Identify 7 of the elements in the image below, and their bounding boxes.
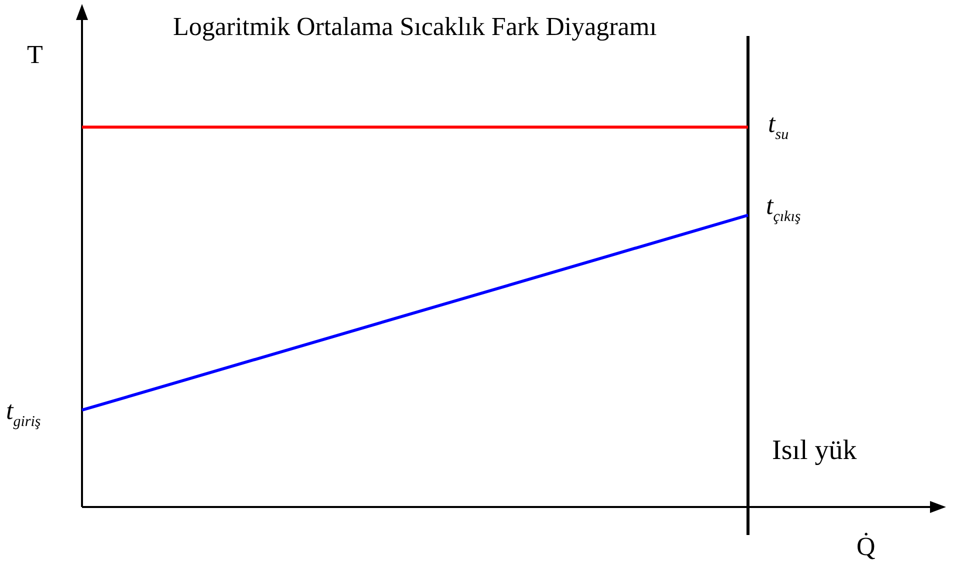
x-axis-title: Q̇ [856, 532, 876, 561]
annotation: Isıl yük [772, 435, 857, 466]
text: t$_{giriş}$ [6, 396, 41, 430]
annotation: t$_{çıkış}$ [766, 191, 801, 226]
chart-title: Logaritmik Ortalama Sıcaklık Fark Diyagramı [173, 12, 657, 41]
y-axis-title: T [27, 40, 43, 69]
annotation: t$_{su}$ [768, 109, 789, 144]
